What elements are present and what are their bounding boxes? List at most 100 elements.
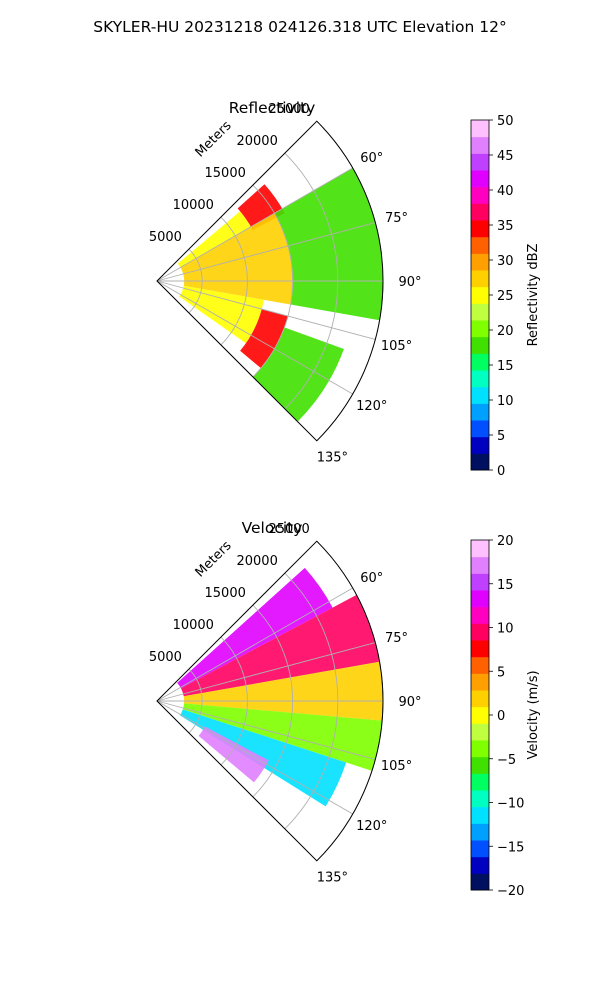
colorbar-segment — [471, 706, 489, 724]
panel-title: Reflectivity — [229, 99, 316, 117]
azimuth-spoke — [156, 642, 376, 702]
colorbar-segment — [471, 203, 489, 221]
radial-tick-label: 25000 — [268, 522, 309, 537]
colorbar-segment — [471, 436, 489, 454]
colorbar-segment — [471, 756, 489, 774]
theta-tick-label: 75° — [385, 211, 408, 226]
colorbar-segment — [471, 640, 489, 658]
field-region — [180, 594, 380, 697]
colorbar-tick-label: −20 — [497, 884, 524, 899]
colorbar-segment — [471, 220, 489, 238]
colorbar-segment — [471, 270, 489, 288]
colorbar-segment — [471, 336, 489, 354]
radial-axis-label: Meters — [193, 538, 235, 580]
field-region — [177, 567, 333, 689]
radial-tick-label: 20000 — [236, 134, 277, 149]
colorbar-segment — [471, 690, 489, 708]
radial-tick-label: 25000 — [268, 102, 309, 117]
theta-tick-label: 90° — [398, 695, 421, 710]
colorbar: −20 −15 −10 −5 0 5 10 15 20 Velocity (m/s) — [470, 534, 541, 899]
data-field — [177, 168, 384, 422]
colorbar-tick-label: 40 — [497, 184, 514, 199]
azimuth-spoke — [156, 280, 353, 395]
radial-tick-label: 5000 — [149, 230, 182, 245]
colorbar-segment — [471, 606, 489, 624]
radial-tick-label: 10000 — [173, 618, 214, 633]
azimuth-spoke — [156, 167, 353, 282]
colorbar-label: Reflectivity dBZ — [526, 244, 541, 347]
field-region — [198, 726, 269, 783]
theta-tick-label: 60° — [360, 151, 383, 166]
colorbar-segment — [471, 873, 489, 891]
theta-tick-label: 75° — [385, 631, 408, 646]
colorbar-segment — [471, 790, 489, 808]
azimuth-spoke — [156, 587, 353, 702]
panel-title: Velocity — [242, 519, 303, 537]
colorbar-tick-label: 10 — [497, 622, 514, 637]
colorbar-segment — [471, 723, 489, 741]
radial-tick-label: 5000 — [149, 650, 182, 665]
colorbar-tick-label: 0 — [497, 709, 505, 724]
colorbar-segment — [471, 590, 489, 608]
colorbar-segment — [471, 453, 489, 471]
colorbar-segment — [471, 740, 489, 758]
field-region — [179, 285, 264, 344]
colorbar-segment — [471, 403, 489, 421]
sector-frame — [156, 120, 384, 442]
colorbar-segment — [471, 573, 489, 591]
azimuth-spoke — [156, 280, 376, 340]
theta-tick-label: 135° — [317, 450, 348, 465]
theta-tick-label: 105° — [381, 759, 412, 774]
colorbar: 0 5 10 15 20 25 30 35 40 45 50 Reflectivity dBZ — [470, 114, 541, 479]
field-region — [180, 213, 293, 305]
velocity-panel: Velocity 5000 10000 15000 20000 25000 Meters 60… — [149, 519, 541, 899]
field-region — [252, 327, 344, 422]
colorbar-tick-label: −10 — [497, 797, 524, 812]
field-region — [182, 703, 383, 771]
colorbar-segment — [471, 370, 489, 388]
colorbar-segment — [471, 386, 489, 404]
field-region — [240, 309, 288, 369]
colorbar-tick-label: 20 — [497, 534, 514, 549]
reflectivity-panel: Reflectivity 5000 10000 15000 20000 25000 Mete… — [149, 99, 541, 479]
colorbar-segment — [471, 823, 489, 841]
field-region — [177, 211, 251, 268]
colorbar-tick-label: 35 — [497, 219, 514, 234]
colorbar-segment — [471, 120, 489, 138]
azimuth-spoke — [156, 700, 353, 815]
colorbar-tick-label: −15 — [497, 840, 524, 855]
colorbar-segment — [471, 253, 489, 271]
radial-axis-label: Meters — [193, 118, 235, 160]
colorbar-segment — [471, 673, 489, 691]
colorbar-segment — [471, 656, 489, 674]
colorbar-tick-label: 5 — [497, 429, 505, 444]
colorbar-tick-label: 45 — [497, 149, 514, 164]
colorbar-segment — [471, 806, 489, 824]
colorbar-tick-label: 20 — [497, 324, 514, 339]
colorbar-tick-label: 0 — [497, 464, 505, 479]
figure-title: SKYLER-HU 20231218 024126.318 UTC Elevat… — [93, 18, 507, 36]
theta-tick-label: 135° — [317, 870, 348, 885]
radial-tick-label: 15000 — [205, 166, 246, 181]
colorbar-tick-label: 25 — [497, 289, 514, 304]
colorbar-segment — [471, 236, 489, 254]
colorbar-segment — [471, 353, 489, 371]
colorbar-tick-label: 15 — [497, 578, 514, 593]
field-region — [274, 168, 384, 321]
colorbar-segment — [471, 303, 489, 321]
field-region — [183, 661, 383, 721]
colorbar-label: Velocity (m/s) — [526, 670, 541, 759]
radial-tick-label: 10000 — [173, 198, 214, 213]
colorbar-tick-label: 15 — [497, 359, 514, 374]
theta-tick-label: 120° — [356, 819, 387, 834]
colorbar-tick-label: 30 — [497, 254, 514, 269]
colorbar-segment — [471, 540, 489, 558]
colorbar-segment — [471, 840, 489, 858]
colorbar-segment — [471, 170, 489, 188]
colorbar-segment — [471, 556, 489, 574]
colorbar-segment — [471, 320, 489, 338]
theta-tick-label: 120° — [356, 399, 387, 414]
data-field — [177, 567, 383, 807]
colorbar-segment — [471, 856, 489, 874]
